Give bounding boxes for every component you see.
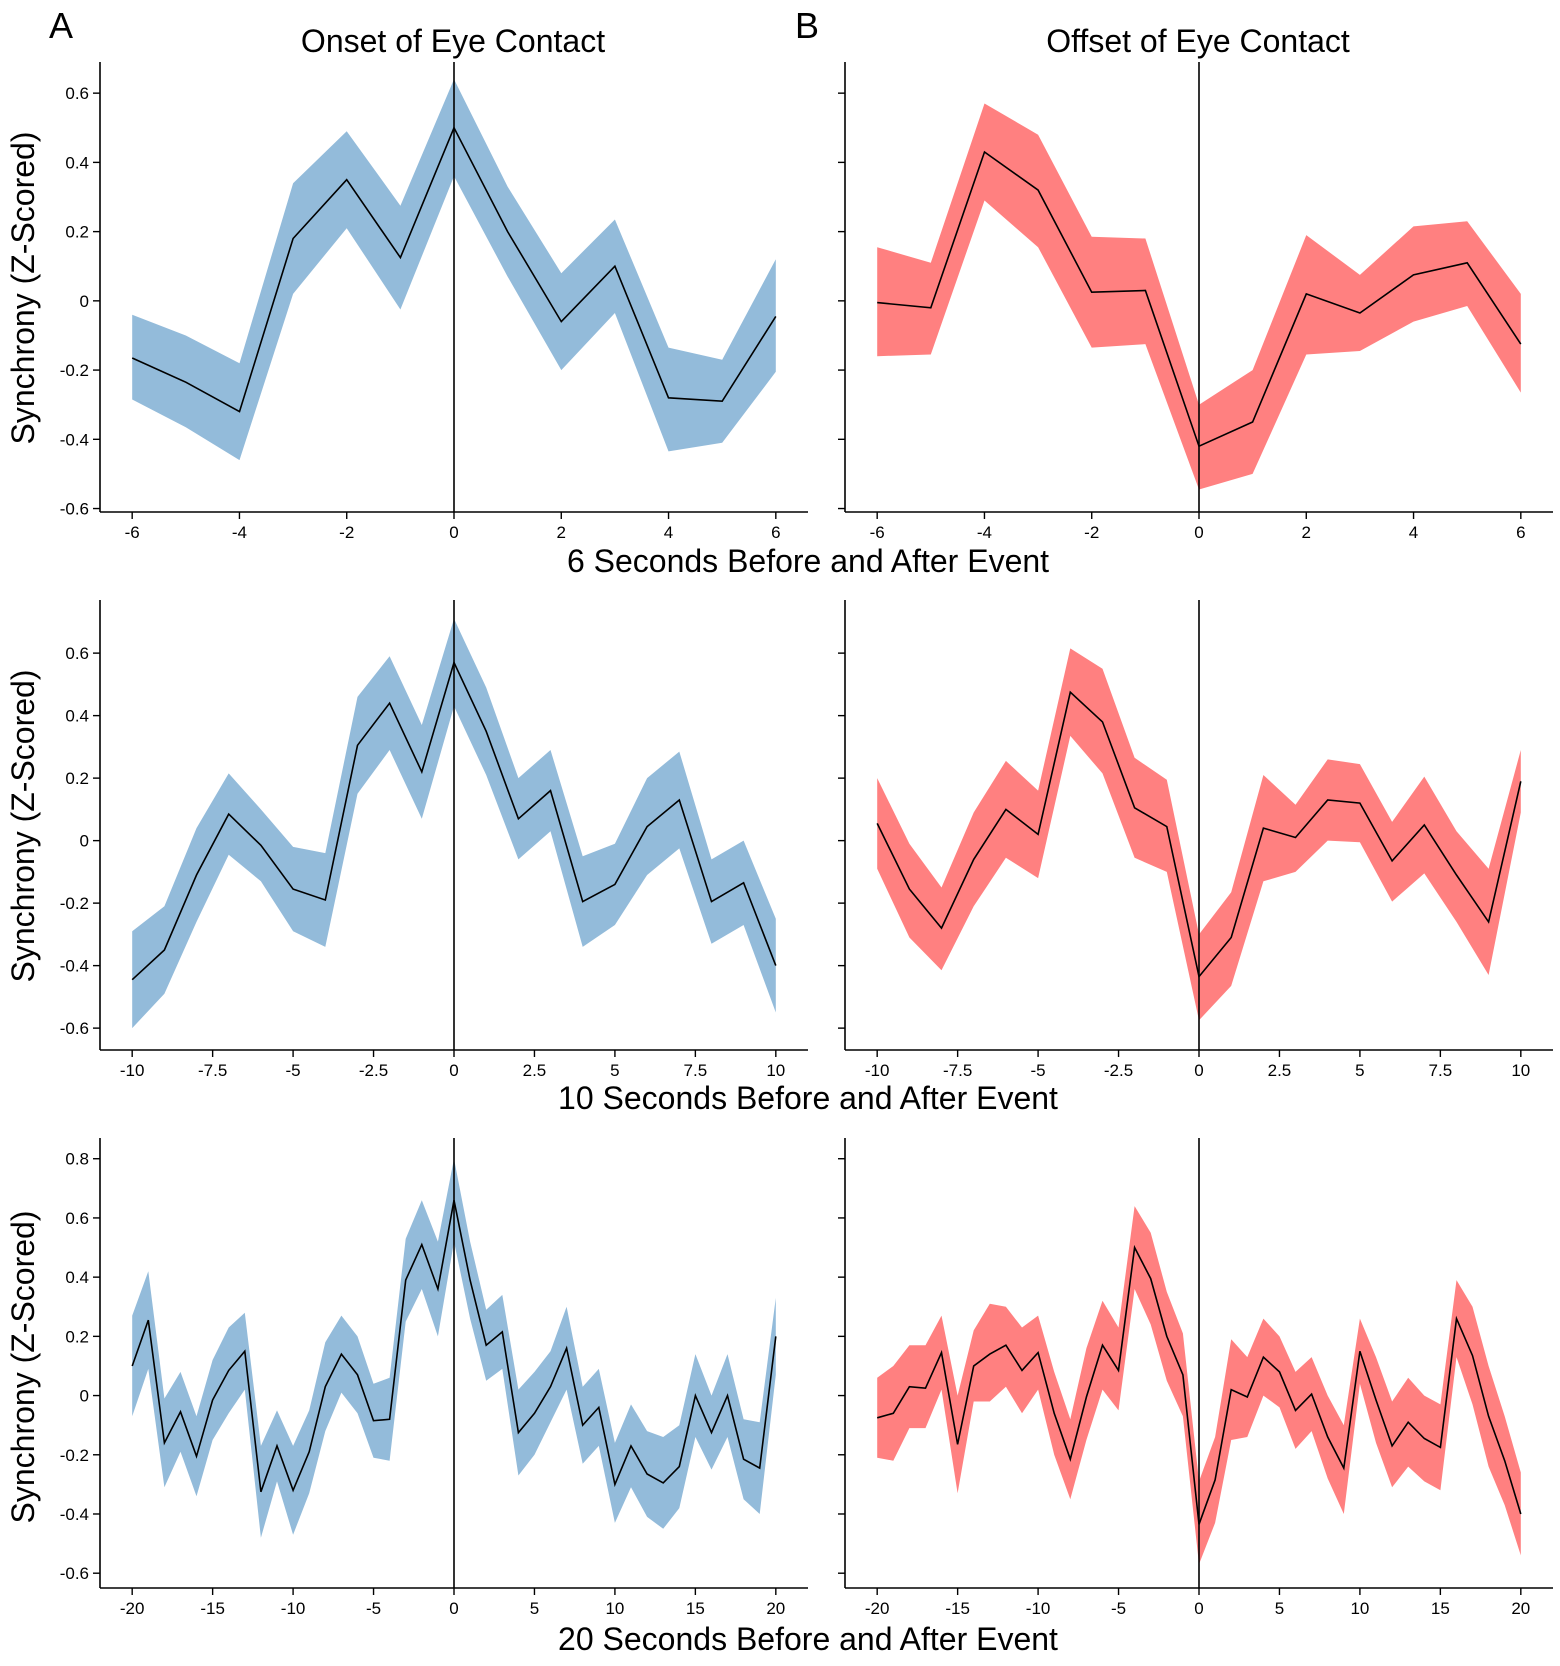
x-tick-label: 10 (605, 1599, 624, 1618)
x-tick-label: 20 (1511, 1599, 1530, 1618)
x-tick-label: 0 (449, 523, 458, 542)
ylabel-row-3: Synchrony (Z-Scored) (5, 1211, 41, 1524)
x-tick-label: 15 (1431, 1599, 1450, 1618)
x-tick-label: -10 (865, 1061, 890, 1080)
panel-a-row-2: -10 -7.5 -5 -2.5 0 2.5 5 7.5 10 0.6 0.4 0.2 0 -0.2 -0.… (60, 600, 808, 1080)
x-tick-label: 10 (1350, 1599, 1369, 1618)
plot-panels: -6 -4 -2 0 2 4 60.60.40.20-0.2-0.4-0.6-6 -4 -2 0 2… (60, 62, 1553, 1618)
panel-a-row-1: -6 -4 -2 0 2 4 6 0.6 0.4 0.2 0 -0.2 -0.4 -0.6 (60, 62, 808, 542)
panel-b-row-1: -6 -4 -2 0 2 4 6 (838, 62, 1553, 542)
y-tick-label: -0.2 (60, 1446, 89, 1465)
x-tick-label: 5 (1275, 1599, 1284, 1618)
y-tick-label: 0.8 (65, 1150, 89, 1169)
panel-letter-b: B (795, 5, 819, 46)
panel-b-row-2: -10 -7.5 -5 -2.5 0 2.5 5 7.5 10 (838, 600, 1553, 1080)
x-tick-label: -4 (977, 523, 992, 542)
x-tick-label: -6 (870, 523, 885, 542)
ylabel-row-2: Synchrony (Z-Scored) (5, 670, 41, 983)
x-tick-label: 0 (1194, 1061, 1203, 1080)
title-onset: Onset of Eye Contact (301, 23, 605, 59)
panel-letter-a: A (49, 5, 73, 46)
x-tick-label: 0 (449, 1599, 458, 1618)
x-tick-label: 2.5 (1268, 1061, 1292, 1080)
y-tick-label: 0 (80, 832, 89, 851)
x-tick-label: -5 (366, 1599, 381, 1618)
y-tick-label: 0.6 (65, 644, 89, 663)
x-tick-label: 10 (1511, 1061, 1530, 1080)
x-tick-label: 4 (664, 523, 673, 542)
x-tick-label: 20 (766, 1599, 785, 1618)
x-tick-label: 2.5 (523, 1061, 547, 1080)
x-tick-label: -5 (286, 1061, 301, 1080)
x-tick-label: 2 (1302, 523, 1311, 542)
x-tick-label: -2.5 (1104, 1061, 1133, 1080)
x-tick-label: -20 (865, 1599, 890, 1618)
xlabel-row-3: 20 Seconds Before and After Event (558, 1621, 1058, 1657)
x-tick-label: -10 (1026, 1599, 1051, 1618)
mean-line (876, 1244, 1522, 1525)
y-tick-label: 0.6 (65, 84, 89, 103)
x-tick-label: -6 (125, 523, 140, 542)
y-tick-label: -0.6 (60, 1564, 89, 1583)
x-tick-label: 5 (610, 1061, 619, 1080)
y-tick-label: 0.6 (65, 1209, 89, 1228)
x-tick-label: -20 (120, 1599, 145, 1618)
x-tick-label: -2 (339, 523, 354, 542)
confidence-band (877, 103, 1521, 490)
y-tick-label: 0.2 (65, 769, 89, 788)
y-tick-label: -0.6 (60, 500, 89, 519)
y-tick-label: -0.4 (60, 957, 89, 976)
y-tick-label: 0.4 (65, 153, 89, 172)
x-tick-label: -4 (232, 523, 247, 542)
x-tick-label: 0 (449, 1061, 458, 1080)
x-tick-label: 0 (1194, 523, 1203, 542)
x-tick-label: 6 (771, 523, 780, 542)
xlabel-row-2: 10 Seconds Before and After Event (558, 1080, 1058, 1116)
y-tick-label: 0.2 (65, 223, 89, 242)
x-tick-label: 0 (1194, 1599, 1203, 1618)
x-tick-label: 4 (1409, 523, 1418, 542)
y-tick-label: 0 (80, 1387, 89, 1406)
y-tick-label: -0.6 (60, 1019, 89, 1038)
x-tick-label: 15 (686, 1599, 705, 1618)
x-tick-label: -2 (1084, 523, 1099, 542)
panel-a-row-3: -20 -15 -10 -5 0 5 10 15 20 0.8 0.6 0.4 0.2 0 -0.2 -0.4… (60, 1138, 808, 1618)
y-tick-label: 0.4 (65, 1268, 89, 1287)
confidence-band (132, 618, 776, 1029)
x-tick-label: -10 (120, 1061, 145, 1080)
mean-line (876, 690, 1522, 979)
x-tick-label: 2 (557, 523, 566, 542)
x-tick-label: 7.5 (684, 1061, 708, 1080)
x-tick-label: 10 (766, 1061, 785, 1080)
x-tick-label: 6 (1516, 523, 1525, 542)
x-tick-label: -15 (945, 1599, 970, 1618)
y-tick-label: -0.2 (60, 361, 89, 380)
mean-line (131, 125, 777, 413)
y-tick-label: -0.2 (60, 894, 89, 913)
y-tick-label: -0.4 (60, 430, 89, 449)
x-tick-label: 5 (530, 1599, 539, 1618)
x-tick-label: -5 (1111, 1599, 1126, 1618)
mean-line (131, 1200, 777, 1493)
ylabel-row-1: Synchrony (Z-Scored) (5, 132, 41, 445)
x-tick-label: 5 (1355, 1061, 1364, 1080)
y-tick-label: 0 (80, 292, 89, 311)
xlabel-row-1: 6 Seconds Before and After Event (567, 543, 1049, 579)
x-tick-label: -7.5 (943, 1061, 972, 1080)
confidence-band (132, 1158, 776, 1538)
x-tick-label: -7.5 (198, 1061, 227, 1080)
y-tick-label: 0.4 (65, 707, 89, 726)
y-tick-label: 0.2 (65, 1327, 89, 1346)
x-tick-label: -2.5 (359, 1061, 388, 1080)
panel-b-row-3: -20 -15 -10 -5 0 5 10 15 20 (838, 1138, 1553, 1618)
x-tick-label: -10 (281, 1599, 306, 1618)
title-offset: Offset of Eye Contact (1046, 23, 1350, 59)
y-tick-label: -0.4 (60, 1505, 89, 1524)
x-tick-label: -5 (1031, 1061, 1046, 1080)
mean-line (877, 150, 1522, 448)
x-tick-label: -15 (200, 1599, 225, 1618)
mean-line (131, 660, 777, 981)
x-tick-label: 7.5 (1429, 1061, 1453, 1080)
